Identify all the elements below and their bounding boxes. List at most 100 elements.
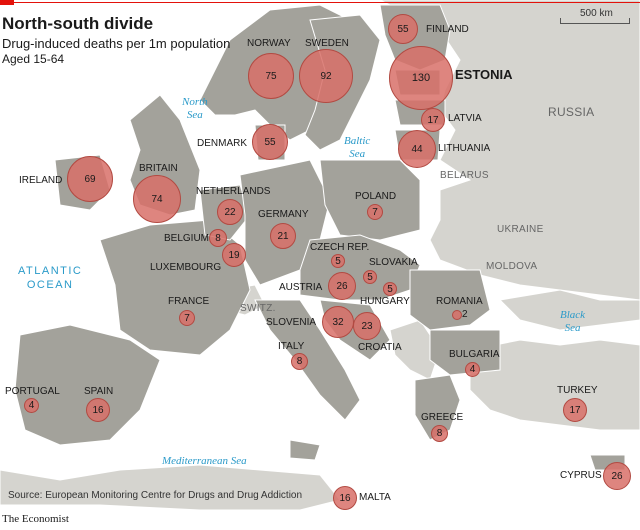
bubble-cyprus: 26	[603, 462, 631, 490]
value-estonia: 130	[411, 72, 431, 84]
bubble-italy: 8	[291, 353, 308, 370]
bubble-poland: 7	[367, 204, 383, 220]
label-ireland: IRELAND	[19, 175, 63, 186]
label-malta: MALTA	[359, 492, 391, 503]
bubble-slovenia: 32	[322, 306, 354, 338]
chart-subtitle: Drug-induced deaths per 1m population	[2, 36, 231, 51]
spain-portugal-shape	[14, 324, 161, 446]
label-finland: FINLAND	[426, 24, 469, 35]
label-turkey: TURKEY	[557, 385, 598, 396]
label-germany: GERMANY	[258, 209, 309, 220]
bubble-ireland: 69	[67, 156, 113, 202]
bubble-czech: 5	[331, 254, 345, 268]
bubble-denmark: 55	[252, 124, 288, 160]
black-sea-line1: Black	[560, 309, 586, 321]
scale-label: 500 km	[580, 8, 613, 19]
atlantic-line2: OCEAN	[26, 279, 74, 291]
label-luxembourg: LUXEMBOURG	[150, 262, 222, 273]
label-italy: ITALY	[278, 341, 305, 352]
bubble-greece: 8	[431, 425, 448, 442]
label-belgium: BELGIUM	[164, 233, 210, 244]
mediterranean-sea-label: Mediterranean Sea	[162, 455, 247, 467]
bubble-bulgaria: 4	[465, 362, 480, 377]
value-ireland: 69	[84, 173, 96, 185]
bubble-lithuania: 44	[398, 130, 436, 168]
label-estonia: ESTONIA	[455, 67, 513, 82]
black-sea-north-shore	[498, 289, 640, 331]
label-croatia: CROATIA	[358, 342, 402, 353]
bubble-latvia: 17	[421, 108, 445, 132]
switzerland-label: SWITZ.	[240, 303, 276, 314]
label-bulgaria: BULGARIA	[449, 349, 500, 360]
value-bulgaria: 4	[469, 364, 476, 375]
value-slovakia: 5	[367, 271, 373, 283]
bubble-sweden: 92	[299, 49, 353, 103]
value-netherlands: 22	[224, 206, 236, 218]
label-sweden: SWEDEN	[305, 38, 349, 49]
bubble-luxembourg: 19	[222, 243, 246, 267]
moldova-label: MOLDOVA	[486, 261, 538, 272]
label-lithuania: LITHUANIA	[438, 143, 491, 154]
label-latvia: LATVIA	[448, 113, 482, 124]
north-africa-land	[0, 464, 341, 511]
value-france: 7	[184, 312, 190, 324]
value-luxembourg: 19	[228, 249, 240, 261]
bubble-norway: 75	[248, 53, 294, 99]
bubble-portugal: 4	[24, 398, 39, 413]
value-germany: 21	[277, 230, 289, 242]
label-britain: BRITAIN	[139, 163, 178, 174]
baltic-sea-line2: Sea	[349, 148, 366, 160]
label-france: FRANCE	[168, 296, 210, 307]
header: North-south divide Drug-induced deaths p…	[2, 14, 230, 66]
value-finland: 55	[397, 23, 409, 35]
label-cyprus: CYPRUS	[560, 470, 602, 481]
bubble-finland: 55	[388, 14, 418, 44]
bubble-croatia: 23	[353, 312, 381, 340]
bubble-netherlands: 22	[217, 199, 243, 225]
north-sea-line1: North	[182, 96, 208, 108]
value-turkey: 17	[569, 404, 581, 416]
bubble-france: 7	[179, 310, 195, 326]
label-greece: GREECE	[421, 412, 464, 423]
value-spain: 16	[92, 404, 104, 416]
label-portugal: PORTUGAL	[5, 386, 60, 397]
atlantic-ocean-label: ATLANTIC OCEAN	[18, 264, 82, 292]
bubble-britain: 74	[133, 175, 181, 223]
belarus-label: BELARUS	[440, 170, 489, 181]
label-slovakia: SLOVAKIA	[369, 257, 418, 268]
value-italy: 8	[296, 356, 303, 367]
label-romania: ROMANIA	[436, 296, 483, 307]
scale-bar: 500 km	[560, 8, 630, 24]
france-shape	[99, 219, 251, 356]
poland-shape	[319, 159, 421, 241]
label-czech: CZECH REP.	[310, 242, 370, 253]
sicily-shape	[289, 439, 321, 461]
value-britain: 74	[151, 193, 163, 205]
brand-bar	[0, 0, 640, 5]
value-portugal: 4	[28, 400, 35, 411]
value-croatia: 23	[361, 320, 373, 332]
ukraine-label: UKRAINE	[497, 224, 544, 235]
atlantic-line1: ATLANTIC	[18, 265, 83, 277]
label-denmark: DENMARK	[197, 138, 248, 149]
value-malta: 16	[339, 492, 351, 504]
value-austria: 26	[336, 280, 348, 292]
bubble-belgium: 8	[209, 229, 227, 247]
bubble-germany: 21	[270, 223, 296, 249]
value-greece: 8	[436, 428, 443, 439]
romania-shape	[409, 269, 491, 331]
label-norway: NORWAY	[247, 38, 291, 49]
value-latvia: 17	[427, 114, 439, 126]
scale-line	[560, 18, 630, 24]
black-sea-line2: Sea	[564, 322, 581, 334]
value-sweden: 92	[320, 70, 332, 82]
label-slovenia: SLOVENIA	[266, 317, 317, 328]
bubble-malta: 16	[333, 486, 357, 510]
greece-shape	[414, 374, 461, 441]
bubble-slovakia: 5	[363, 270, 377, 284]
bubble-hungary: 5	[383, 282, 397, 296]
baltic-sea-label: Baltic Sea	[344, 135, 370, 161]
russia-label: RUSSIA	[548, 105, 595, 119]
label-netherlands: NETHERLANDS	[196, 186, 271, 197]
